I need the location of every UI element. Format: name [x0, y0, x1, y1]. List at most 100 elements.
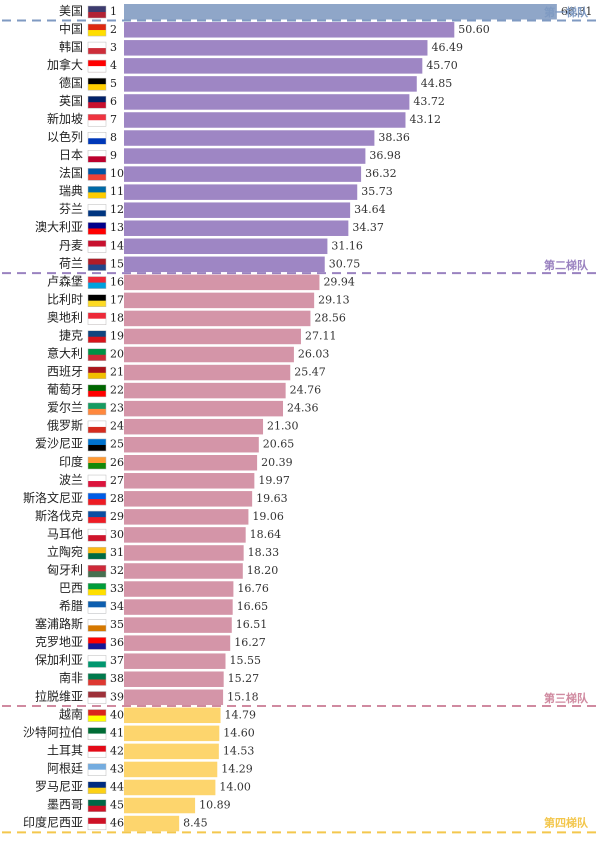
- bar: [124, 94, 410, 110]
- rank-label: 45: [110, 799, 124, 812]
- country-label: 希腊: [59, 598, 83, 613]
- flag-icon-border: [87, 474, 107, 488]
- flag-icon-stripe: [88, 84, 106, 91]
- bar: [124, 328, 301, 345]
- value-label: 14.29: [221, 762, 253, 775]
- rank-label: 11: [110, 185, 124, 198]
- value-label: 66.31: [561, 5, 593, 18]
- flag-icon-border: [87, 330, 107, 343]
- flag-icon-border: [87, 564, 107, 578]
- flag-icon-border: [87, 95, 107, 109]
- flag-icon-border: [87, 5, 107, 19]
- rank-label: 34: [110, 600, 124, 613]
- flag-icon-stripe: [88, 156, 106, 163]
- flag-icon-stripe: [88, 264, 106, 271]
- bar: [124, 112, 406, 128]
- bar: [124, 220, 349, 236]
- rank-label: 22: [110, 384, 124, 397]
- flag-icon-border: [87, 59, 107, 73]
- bar: [124, 382, 286, 399]
- value-label: 18.33: [248, 546, 280, 559]
- country-label: 巴西: [59, 581, 83, 595]
- country-label: 匈牙利: [47, 563, 83, 577]
- country-label: 比利时: [47, 292, 83, 306]
- flag-icon-stripe: [88, 336, 106, 343]
- bar: [124, 653, 226, 669]
- value-label: 14.00: [219, 780, 251, 793]
- flag-icon-border: [87, 817, 107, 831]
- country-label: 中国: [59, 21, 83, 36]
- flag-icon-stripe: [88, 805, 106, 812]
- bar: [124, 202, 351, 218]
- bar: [124, 689, 224, 706]
- flag-icon-stripe: [88, 553, 106, 560]
- bar: [124, 599, 233, 615]
- country-label: 印度尼西亚: [23, 815, 83, 830]
- value-label: 34.37: [352, 221, 384, 234]
- flag-icon-border: [87, 438, 107, 452]
- country-label: 法国: [59, 166, 83, 180]
- value-label: 27.11: [305, 329, 337, 342]
- bar: [124, 545, 244, 561]
- flag-icon-border: [87, 204, 107, 217]
- flag-icon-stripe: [88, 12, 106, 18]
- flag-icon-border: [87, 546, 107, 560]
- bar: [124, 22, 455, 38]
- value-label: 15.55: [230, 654, 262, 667]
- flag-icon-stripe: [88, 30, 106, 37]
- rank-label: 46: [110, 817, 124, 830]
- country-label: 塞浦路斯: [35, 616, 83, 631]
- bar: [124, 292, 315, 309]
- flag-icon-stripe: [88, 571, 106, 578]
- flag-icon-border: [87, 348, 107, 362]
- flag-icon-stripe: [88, 589, 106, 596]
- value-label: 36.98: [369, 149, 401, 162]
- bar: [124, 527, 246, 543]
- flag-icon-border: [87, 132, 107, 145]
- country-label: 阿根廷: [47, 761, 83, 775]
- rank-label: 29: [110, 510, 124, 523]
- flag-icon-border: [87, 528, 107, 542]
- value-label: 36.32: [365, 167, 397, 180]
- country-label: 卢森堡: [47, 273, 83, 288]
- flag-icon-border: [87, 402, 107, 416]
- bar: [124, 184, 358, 200]
- bar: [124, 58, 423, 74]
- value-label: 10.89: [199, 799, 231, 812]
- country-label: 英国: [59, 94, 83, 108]
- flag-icon-stripe: [88, 697, 106, 704]
- rank-label: 31: [110, 546, 124, 559]
- flag-icon-stripe: [88, 679, 106, 686]
- value-label: 43.72: [413, 95, 445, 108]
- country-label: 加拿大: [47, 57, 83, 72]
- flag-icon-stripe: [88, 372, 106, 379]
- rank-label: 8: [110, 131, 117, 144]
- country-label: 瑞典: [59, 184, 83, 198]
- flag-icon-border: [87, 384, 107, 398]
- flag-icon-border: [87, 709, 107, 722]
- value-label: 19.06: [252, 510, 283, 523]
- bar: [124, 130, 375, 146]
- country-label: 芬兰: [59, 202, 83, 216]
- rank-label: 4: [110, 59, 117, 72]
- bar: [124, 815, 180, 832]
- flag-icon-stripe: [88, 715, 106, 722]
- rank-label: 39: [110, 690, 124, 703]
- flag-icon-border: [87, 312, 107, 325]
- value-label: 30.75: [329, 257, 361, 270]
- flag-icon-border: [87, 727, 107, 740]
- flag-icon-border: [87, 456, 107, 470]
- flag-icon-stripe: [88, 607, 106, 614]
- value-label: 20.65: [263, 438, 295, 451]
- flag-icon-stripe: [88, 390, 106, 397]
- flag-icon-stripe: [88, 354, 106, 361]
- value-label: 50.60: [458, 23, 490, 36]
- country-label: 南非: [59, 670, 83, 685]
- country-label: 荷兰: [59, 256, 83, 270]
- flag-icon-stripe: [88, 787, 106, 794]
- country-label: 丹麦: [59, 238, 83, 252]
- rank-label: 12: [110, 203, 124, 216]
- value-label: 14.53: [223, 744, 255, 757]
- bar: [124, 148, 366, 164]
- tier-label: 第四梯队: [544, 815, 589, 829]
